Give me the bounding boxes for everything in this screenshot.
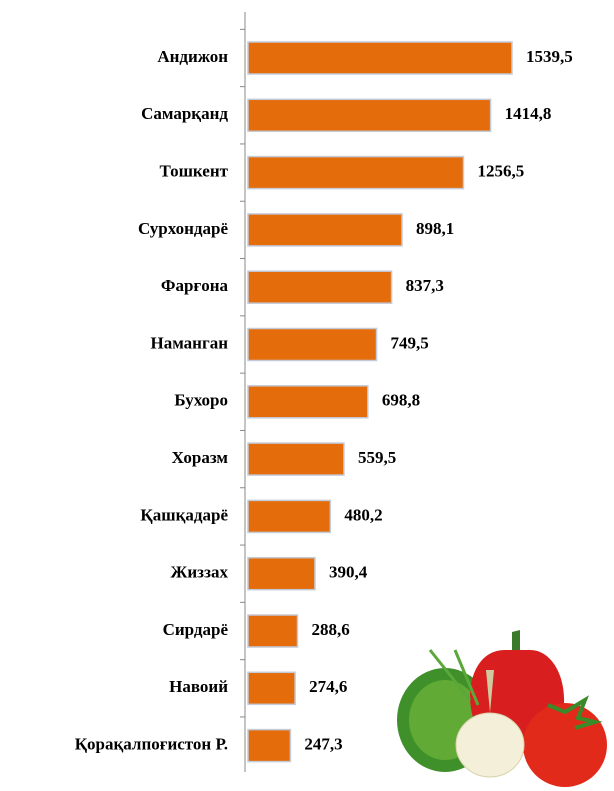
category-label: Жиззах [171,563,229,582]
category-label: Наманган [151,333,229,352]
category-label: Қашқадарё [140,505,228,524]
bar [247,98,492,133]
bar [247,614,299,648]
category-label: Бухоро [174,391,228,410]
category-label: Қорақалпоғистон Р. [75,735,228,754]
value-label: 749,5 [391,333,429,352]
bar [247,41,513,75]
value-label: 1256,5 [477,162,524,181]
value-label: 288,6 [311,620,349,639]
bar [247,327,378,362]
value-label: 1539,5 [526,47,573,66]
category-label: Сирдарё [163,620,229,639]
value-label: 390,4 [329,563,368,582]
value-label: 1414,8 [505,104,552,123]
category-label: Навоий [169,677,228,696]
bar [247,385,369,419]
value-label: 698,8 [382,391,420,410]
bar [247,442,345,476]
bar [247,499,332,534]
vegetables-illustration [397,630,607,787]
bar [247,270,393,304]
category-label: Андижон [157,47,228,66]
value-label: 559,5 [358,448,396,467]
bar [247,213,403,247]
value-label: 898,1 [416,219,454,238]
category-label: Хоразм [172,448,229,467]
value-label: 480,2 [344,505,382,524]
value-label: 247,3 [304,735,342,754]
category-label: Самарқанд [141,104,228,123]
bar [247,155,465,190]
category-label: Сурхондарё [138,219,229,238]
bar [247,671,296,706]
bar [247,728,292,763]
value-label: 274,6 [309,677,347,696]
value-label: 837,3 [406,276,444,295]
bar [247,556,316,591]
category-label: Фарғона [161,276,229,295]
category-label: Тошкент [160,162,229,181]
